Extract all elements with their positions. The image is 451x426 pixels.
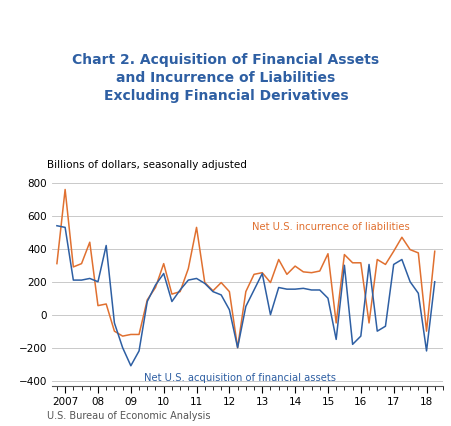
Text: U.S. Bureau of Economic Analysis: U.S. Bureau of Economic Analysis xyxy=(47,411,211,421)
Text: Net U.S. incurrence of liabilities: Net U.S. incurrence of liabilities xyxy=(252,222,409,232)
Text: Billions of dollars, seasonally adjusted: Billions of dollars, seasonally adjusted xyxy=(47,161,247,170)
Text: Chart 2. Acquisition of Financial Assets
and Incurrence of Liabilities
Excluding: Chart 2. Acquisition of Financial Assets… xyxy=(72,53,379,103)
Text: Net U.S. acquisition of financial assets: Net U.S. acquisition of financial assets xyxy=(144,373,335,383)
